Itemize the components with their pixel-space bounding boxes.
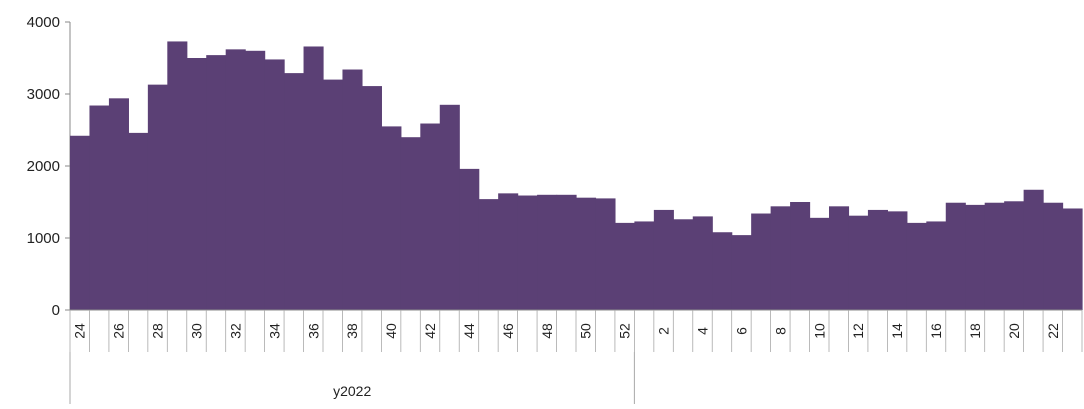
bar <box>1023 189 1044 310</box>
bar <box>245 50 266 311</box>
x-tick-label: 52 <box>617 323 633 339</box>
bar <box>478 199 499 310</box>
bar <box>167 41 188 310</box>
bar <box>147 84 168 310</box>
x-tick-label: 6 <box>733 327 749 335</box>
y-tick-label: 0 <box>52 302 60 319</box>
bar <box>595 198 616 310</box>
bar <box>984 202 1005 310</box>
x-tick-label: 12 <box>850 323 866 339</box>
bar <box>829 206 850 310</box>
x-tick-label: 18 <box>967 323 983 339</box>
bar <box>926 221 947 310</box>
bar <box>809 217 830 310</box>
bar <box>867 209 888 310</box>
y-tick-label: 2000 <box>27 158 60 175</box>
bar <box>498 193 519 310</box>
bar <box>945 202 966 310</box>
bar <box>712 232 733 310</box>
x-tick-label: 50 <box>578 323 594 339</box>
bar <box>576 197 597 310</box>
x-tick-label: 8 <box>772 327 788 335</box>
bar <box>459 168 480 310</box>
x-tick-label: 22 <box>1045 323 1061 339</box>
bar <box>439 104 460 310</box>
x-tick-label: 38 <box>344 323 360 339</box>
bar <box>264 59 285 310</box>
x-tick-label: 24 <box>72 323 88 339</box>
bar <box>1062 208 1083 310</box>
bar <box>770 206 791 310</box>
bar <box>556 194 577 310</box>
bar <box>517 195 538 310</box>
bar <box>323 79 344 310</box>
x-tick-label: 44 <box>461 323 477 339</box>
bar <box>225 49 246 311</box>
x-tick-label: 14 <box>889 323 905 339</box>
bar <box>1004 201 1025 310</box>
x-tick-label: 30 <box>189 323 205 339</box>
x-tick-label: 16 <box>928 323 944 339</box>
bar <box>284 73 305 311</box>
bar <box>848 215 869 310</box>
bar <box>206 55 227 311</box>
bar <box>906 222 927 310</box>
bar <box>70 135 91 310</box>
x-tick-label: 26 <box>111 323 127 339</box>
bar <box>89 105 110 311</box>
x-tick-label: 34 <box>266 323 282 339</box>
x-tick-label: 4 <box>695 327 711 335</box>
bar <box>303 46 324 310</box>
bar <box>342 69 363 311</box>
bar <box>614 222 635 310</box>
y-tick-label: 4000 <box>27 14 60 31</box>
x-tick-label: 46 <box>500 323 516 339</box>
bar <box>128 132 149 310</box>
group-label: y2022 <box>333 383 371 399</box>
bar <box>634 221 655 310</box>
bar <box>731 235 752 310</box>
bar <box>108 98 129 310</box>
bar <box>887 211 908 310</box>
x-tick-label: 36 <box>305 323 321 339</box>
bar <box>537 194 558 310</box>
x-tick-label: 32 <box>227 323 243 339</box>
x-tick-label: 48 <box>539 323 555 339</box>
bar <box>381 126 402 311</box>
x-tick-label: 10 <box>811 323 827 339</box>
x-tick-label: 42 <box>422 323 438 339</box>
x-tick-label: 40 <box>383 323 399 339</box>
bar <box>751 213 772 310</box>
y-tick-label: 1000 <box>27 230 60 247</box>
bar <box>1043 202 1064 310</box>
bar <box>420 123 441 311</box>
bar <box>965 204 986 310</box>
x-tick-label: 28 <box>150 323 166 339</box>
bar <box>790 202 811 310</box>
y-tick-label: 3000 <box>27 86 60 103</box>
x-tick-label: 2 <box>656 327 672 335</box>
bar <box>361 86 382 310</box>
bar <box>400 137 421 310</box>
x-tick-label: 20 <box>1006 323 1022 339</box>
bar <box>653 209 674 310</box>
bar <box>186 58 207 310</box>
bar <box>692 216 713 310</box>
bar <box>673 219 694 310</box>
